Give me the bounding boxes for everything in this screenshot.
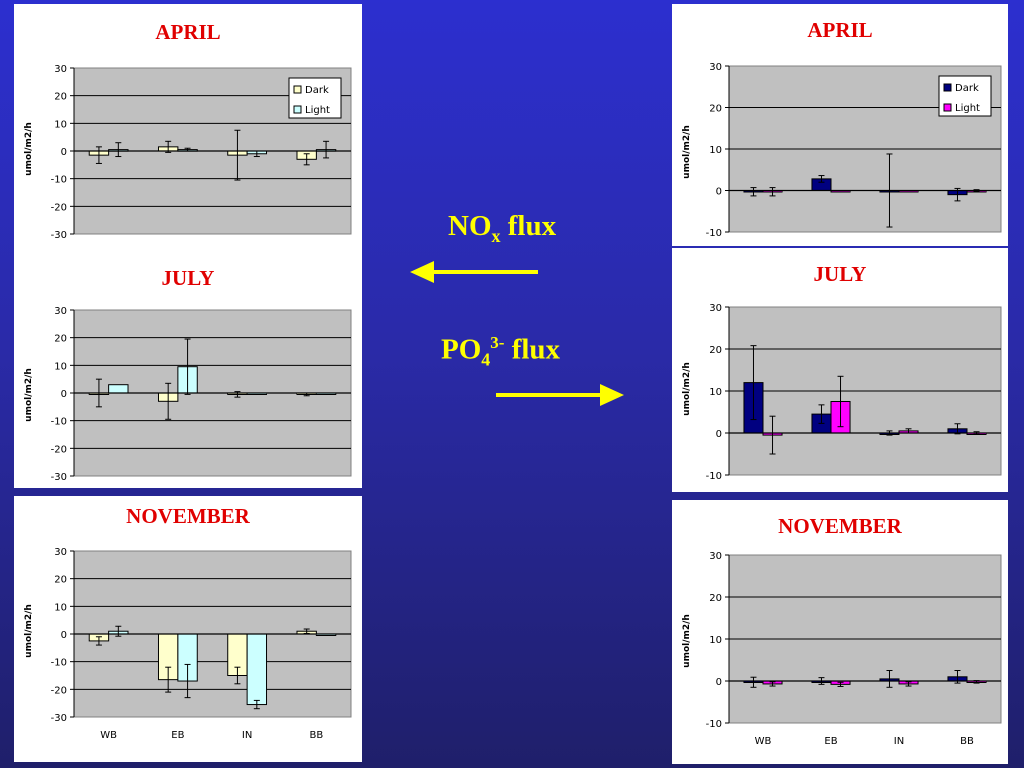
y-tick-label: 30 — [54, 306, 67, 317]
x-tick-label: BB — [960, 736, 974, 747]
nox-july-panel: JULY umol/m2/h 30 20 10 0 -10 -20 -30 — [14, 250, 362, 488]
y-tick-label: 10 — [709, 635, 722, 646]
chart-title: NOVEMBER — [126, 504, 250, 528]
po4-april-panel: APRIL umol/m2/h 30 20 10 0 -10 Dark Light — [672, 4, 1008, 246]
nox-april-chart: 30 20 10 0 -10 -20 -30 Dark Light — [51, 64, 352, 241]
x-tick-label: BB — [310, 730, 324, 741]
y-tick-label: 30 — [709, 303, 722, 314]
po4-subscript: 4 — [481, 349, 491, 370]
nox-november-panel: NOVEMBER umol/m2/h 30 20 10 0 -10 -20 -30 WB EB I… — [14, 496, 362, 762]
nox-rest: flux — [500, 210, 557, 242]
x-tick-label: WB — [100, 730, 117, 741]
bar-light-wb — [108, 384, 129, 394]
nox-main: NO — [448, 210, 492, 242]
nox-flux-label: NOx flux — [448, 210, 556, 247]
legend-swatch-dark — [293, 85, 302, 94]
legend-swatch-dark — [943, 83, 952, 92]
po4-flux-label: PO43- flux — [441, 333, 560, 370]
x-tick-label: WB — [755, 736, 772, 747]
bar-light-in — [246, 633, 268, 706]
po4-rest: flux — [504, 333, 561, 366]
y-tick-label: 0 — [716, 187, 722, 198]
legend-label-dark: Dark — [955, 83, 979, 94]
right-arrow-head — [600, 384, 624, 406]
y-tick-label: -30 — [51, 713, 67, 724]
y-tick-label: 0 — [716, 677, 722, 688]
y-tick-label: 20 — [54, 334, 67, 345]
legend-swatch-light — [943, 103, 952, 112]
left-arrow-icon — [410, 261, 538, 283]
y-tick-label: -10 — [51, 175, 67, 186]
po4-november-chart: 30 20 10 0 -10 WB EB IN BB — [706, 551, 1002, 747]
legend-label-dark: Dark — [305, 85, 329, 96]
y-tick-label: 20 — [709, 345, 722, 356]
chart-title: NOVEMBER — [778, 514, 902, 538]
y-tick-label: -10 — [51, 658, 67, 669]
x-tick-label: IN — [242, 730, 252, 741]
y-tick-label: 30 — [54, 547, 67, 558]
y-tick-label: -10 — [706, 471, 722, 482]
x-tick-label: EB — [824, 736, 837, 747]
y-tick-label: 20 — [709, 104, 722, 115]
po4-superscript: 3- — [490, 333, 505, 352]
y-tick-label: 10 — [54, 602, 67, 613]
y-tick-label: -10 — [51, 417, 67, 428]
y-tick-label: -30 — [51, 472, 67, 483]
y-tick-label: 20 — [709, 593, 722, 604]
y-tick-label: 20 — [54, 92, 67, 103]
y-tick-label: -20 — [51, 202, 67, 213]
x-tick-label: IN — [894, 736, 904, 747]
y-tick-label: 0 — [61, 630, 67, 641]
chart-title: APRIL — [155, 20, 221, 44]
chart-title: APRIL — [807, 18, 873, 42]
nox-april-panel: APRIL umol/m2/h 30 20 10 0 -10 -20 -30 Dark Ligh… — [14, 4, 362, 250]
y-tick-label: 10 — [54, 119, 67, 130]
y-tick-label: 0 — [61, 147, 67, 158]
left-arrow-head — [410, 261, 434, 283]
po4-april-chart: 30 20 10 0 -10 Dark Light — [706, 62, 1002, 239]
y-tick-label: 10 — [54, 361, 67, 372]
y-tick-label: -20 — [51, 444, 67, 455]
y-tick-label: -20 — [51, 685, 67, 696]
legend-label-light: Light — [955, 103, 980, 114]
right-arrow-icon — [496, 384, 624, 406]
po4-november-panel: NOVEMBER umol/m2/h 30 20 10 0 -10 WB EB IN BB — [672, 500, 1008, 764]
legend-label-light: Light — [305, 105, 330, 116]
po4-july-chart: 30 20 10 0 -10 — [706, 303, 1002, 482]
y-tick-label: -10 — [706, 228, 722, 239]
y-tick-label: 0 — [61, 389, 67, 400]
y-tick-label: 10 — [709, 387, 722, 398]
nox-subscript: x — [491, 225, 501, 246]
y-tick-label: -30 — [51, 230, 67, 241]
y-tick-label: 20 — [54, 575, 67, 586]
po4-july-panel: JULY umol/m2/h 30 20 10 0 -10 — [672, 248, 1008, 492]
chart-title: JULY — [813, 262, 867, 286]
y-tick-label: -10 — [706, 719, 722, 730]
y-tick-label: 30 — [709, 62, 722, 73]
y-tick-label: 30 — [709, 551, 722, 562]
nox-november-chart: 30 20 10 0 -10 -20 -30 WB EB IN BB — [51, 547, 352, 741]
y-tick-label: 30 — [54, 64, 67, 75]
legend-swatch-light — [293, 105, 302, 114]
y-tick-label: 0 — [716, 429, 722, 440]
y-tick-label: 10 — [709, 145, 722, 156]
x-tick-label: EB — [171, 730, 184, 741]
po4-main: PO — [441, 333, 482, 366]
chart-title: JULY — [161, 266, 215, 290]
nox-july-chart: 30 20 10 0 -10 -20 -30 — [51, 306, 352, 483]
